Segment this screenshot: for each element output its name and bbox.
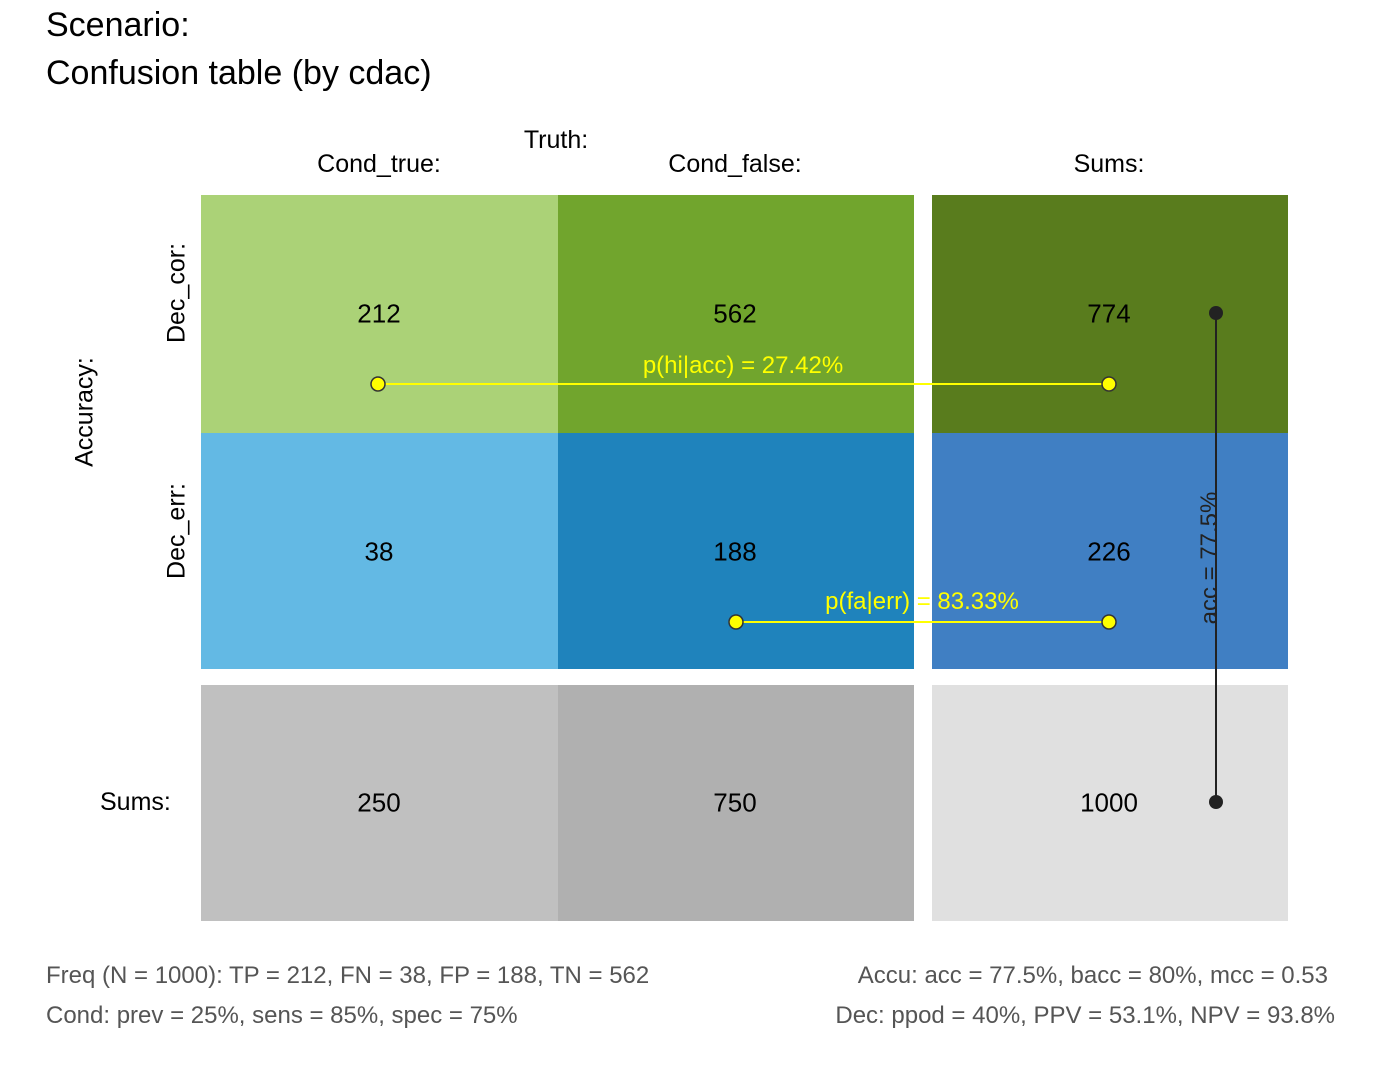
value-cond-true-sum: 250 bbox=[357, 787, 401, 818]
value-dec-cor-sum: 774 bbox=[1087, 298, 1131, 329]
cell-dec-err-cond-true bbox=[201, 433, 558, 669]
chart-title-line2: Confusion table (by cdac) bbox=[46, 54, 432, 92]
value-cond-false-sum: 750 bbox=[713, 787, 757, 818]
footer-dec: Dec: ppod = 40%, PPV = 53.1%, NPV = 93.8… bbox=[835, 1002, 1335, 1029]
cell-sums-total bbox=[932, 685, 1288, 921]
value-tn: 562 bbox=[713, 298, 757, 329]
cell-dec-cor-cond-true bbox=[201, 195, 558, 433]
truth-axis-label: Truth: bbox=[523, 126, 589, 154]
acc-top-dot bbox=[1209, 306, 1223, 320]
p-hi-acc-left-dot bbox=[370, 376, 386, 392]
column-header-cond-true: Cond_true: bbox=[317, 150, 441, 178]
footer-freq: Freq (N = 1000): TP = 212, FN = 38, FP =… bbox=[46, 962, 650, 989]
footer-cond: Cond: prev = 25%, sens = 85%, spec = 75% bbox=[46, 1002, 518, 1029]
row-label-sums: Sums: bbox=[100, 788, 171, 816]
value-fp: 188 bbox=[713, 536, 757, 567]
cell-sums-cond-true bbox=[201, 685, 558, 921]
p-fa-err-label: p(fa|err) = 83.33% bbox=[825, 588, 1019, 615]
value-total: 1000 bbox=[1080, 787, 1138, 818]
p-hi-acc-label: p(hi|acc) = 27.42% bbox=[643, 352, 843, 379]
p-hi-acc-right-dot bbox=[1101, 376, 1117, 392]
value-dec-err-sum: 226 bbox=[1087, 536, 1131, 567]
footer-accu: Accu: acc = 77.5%, bacc = 80%, mcc = 0.5… bbox=[857, 962, 1328, 989]
p-fa-err-right-dot bbox=[1101, 614, 1117, 630]
cell-dec-cor-cond-false bbox=[558, 195, 914, 433]
acc-label: acc = 77.5% bbox=[1196, 492, 1223, 625]
value-fn: 38 bbox=[364, 536, 394, 567]
chart-title-line1: Scenario: bbox=[46, 6, 190, 44]
column-header-cond-false: Cond_false: bbox=[668, 150, 802, 178]
acc-bottom-dot bbox=[1209, 795, 1223, 809]
column-header-sums: Sums: bbox=[1073, 150, 1145, 178]
value-tp: 212 bbox=[357, 298, 401, 329]
p-fa-err-left-dot bbox=[728, 614, 744, 630]
cell-dec-cor-sum bbox=[932, 195, 1288, 433]
cell-sums-cond-false bbox=[558, 685, 914, 921]
